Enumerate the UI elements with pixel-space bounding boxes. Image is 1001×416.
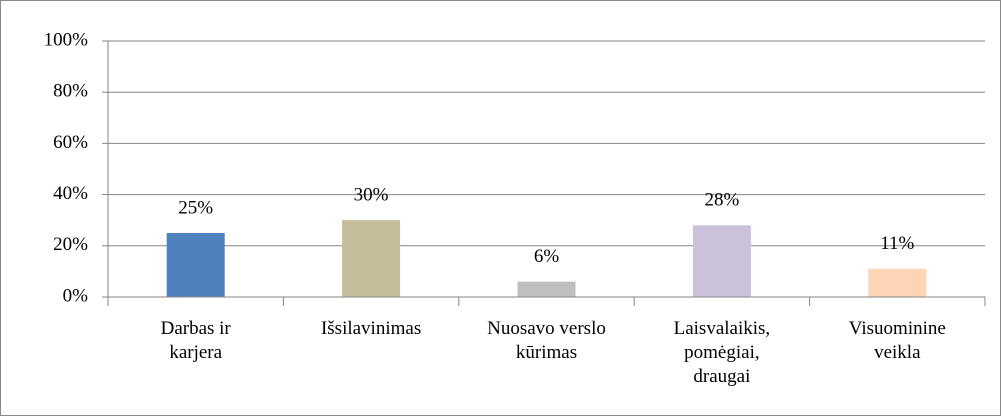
y-tick-label: 40%: [53, 183, 88, 204]
x-tick-label: Nuosavo verslo kūrimas: [487, 318, 606, 363]
x-tick-label: Darbas ir karjera: [160, 318, 231, 363]
y-tick-label: 20%: [53, 234, 88, 255]
x-tick-label: Visuominine veikla: [848, 318, 946, 363]
y-tick-label: 60%: [53, 132, 88, 153]
y-tick-label: 80%: [53, 81, 88, 102]
bar: [517, 281, 576, 297]
x-tick-label: Išsilavinimas: [320, 318, 422, 339]
data-label: 11%: [880, 233, 914, 254]
data-label: 25%: [178, 197, 213, 218]
x-tick-label: Laisvalaikis, pomėgiai, draugai: [673, 318, 771, 387]
data-label: 30%: [354, 185, 389, 206]
y-tick-label: 100%: [44, 29, 89, 50]
data-label: 6%: [534, 246, 560, 267]
bar: [166, 233, 225, 297]
data-label: 28%: [704, 190, 739, 211]
bar: [342, 220, 401, 297]
y-tick-label: 0%: [63, 285, 89, 306]
bar: [692, 225, 751, 297]
bar: [868, 268, 927, 297]
